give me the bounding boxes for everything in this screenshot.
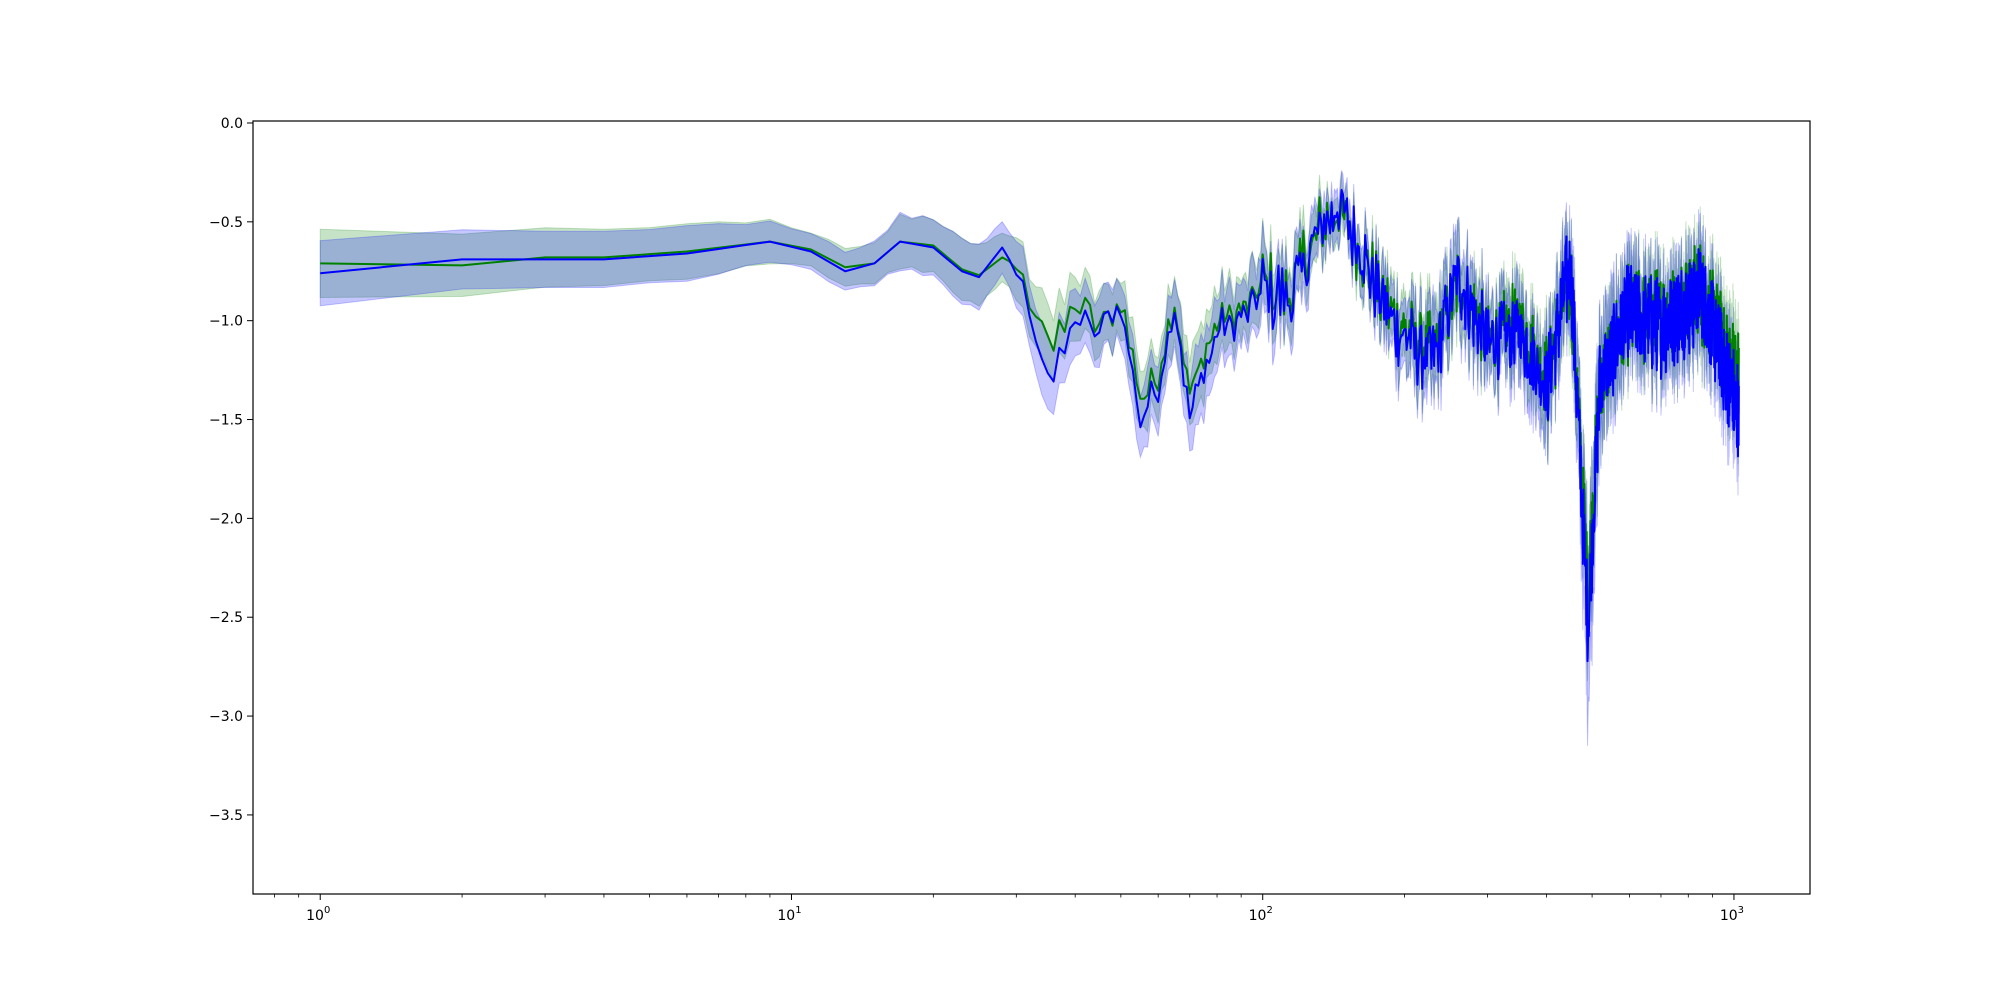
plot-area [319, 170, 1740, 746]
y-tick-label: 0.0 [221, 116, 243, 132]
y-tick-label: −1.0 [209, 314, 243, 330]
y-tick-label: −3.5 [209, 808, 243, 824]
y-tick-label: −1.5 [209, 413, 243, 429]
y-tick-label: −3.0 [209, 709, 243, 725]
axes-frame [252, 120, 1811, 895]
series-2-line [320, 188, 1740, 663]
y-tick-label: −2.0 [209, 511, 243, 527]
y-axis: 0.0 −0.5 −1.0 −1.5 −2.0 −2.5 −3.0 −3.5 [209, 116, 253, 824]
y-tick-label: −0.5 [209, 215, 243, 231]
y-tick-label: −2.5 [209, 610, 243, 626]
